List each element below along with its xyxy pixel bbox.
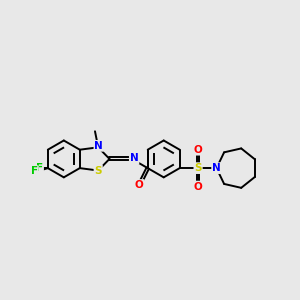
Text: N: N xyxy=(94,141,103,151)
Text: F: F xyxy=(31,166,38,176)
Text: S: S xyxy=(194,163,202,173)
Text: N: N xyxy=(212,163,221,173)
Text: S: S xyxy=(94,166,102,176)
Text: N: N xyxy=(130,153,139,163)
Text: F: F xyxy=(36,163,43,173)
Text: O: O xyxy=(135,180,144,190)
Text: O: O xyxy=(194,182,203,192)
Text: O: O xyxy=(194,145,203,155)
